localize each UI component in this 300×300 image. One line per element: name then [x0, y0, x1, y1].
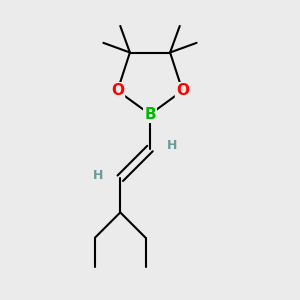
- Text: H: H: [93, 169, 103, 182]
- Text: O: O: [176, 83, 189, 98]
- Text: O: O: [111, 83, 124, 98]
- Text: B: B: [144, 107, 156, 122]
- Text: H: H: [167, 139, 178, 152]
